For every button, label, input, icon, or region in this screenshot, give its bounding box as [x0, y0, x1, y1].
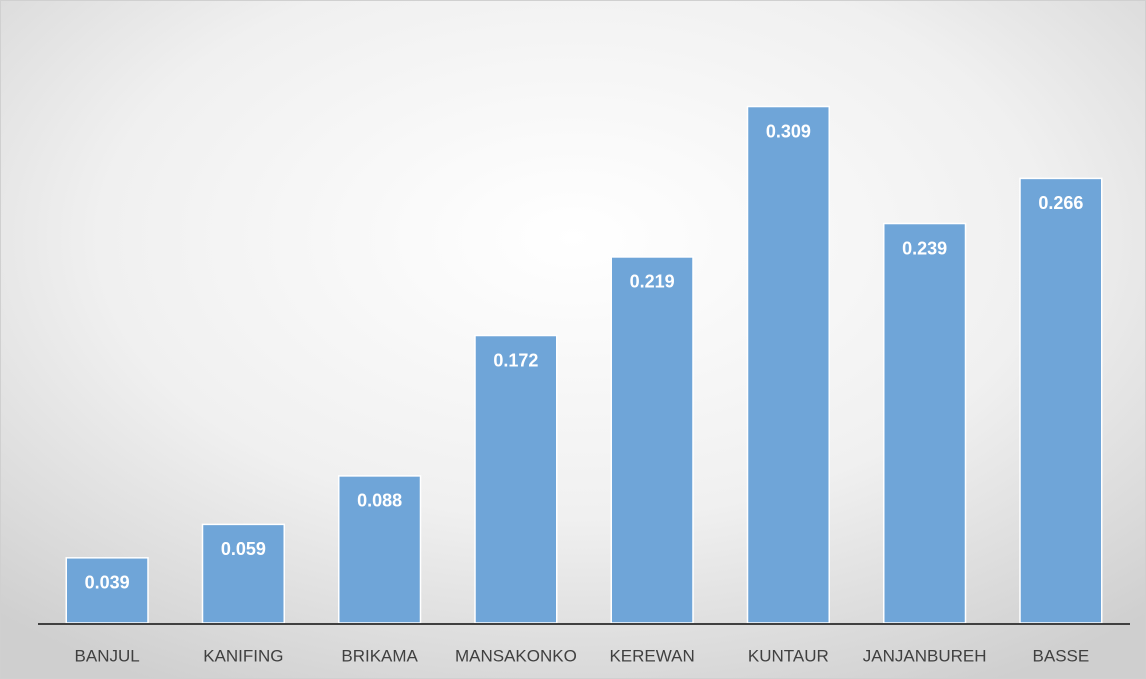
- data-label: 0.172: [493, 350, 538, 370]
- x-tick-label: KUNTAUR: [748, 646, 829, 665]
- data-label: 0.059: [221, 539, 266, 559]
- bar: [338, 475, 422, 624]
- bar: [474, 334, 558, 624]
- x-tick-label: BASSE: [1033, 646, 1090, 665]
- x-tick-label: KANIFING: [203, 646, 283, 665]
- x-tick-label: MANSAKONKO: [455, 646, 577, 665]
- data-label: 0.039: [85, 573, 130, 593]
- data-label: 0.239: [902, 238, 947, 258]
- data-label: 0.088: [357, 491, 402, 511]
- bar: [65, 557, 149, 624]
- x-tick-label: BRIKAMA: [341, 646, 418, 665]
- bar: [883, 222, 967, 624]
- x-tick-label: KEREWAN: [609, 646, 694, 665]
- bar: [610, 256, 694, 624]
- data-label: 0.219: [630, 272, 675, 292]
- x-tick-label: JANJANBUREH: [863, 646, 987, 665]
- x-tick-label: BANJUL: [75, 646, 140, 665]
- data-label: 0.309: [766, 121, 811, 141]
- bar: [1019, 177, 1103, 624]
- bar: [201, 523, 285, 624]
- bar: [746, 105, 830, 624]
- data-label: 0.266: [1038, 193, 1083, 213]
